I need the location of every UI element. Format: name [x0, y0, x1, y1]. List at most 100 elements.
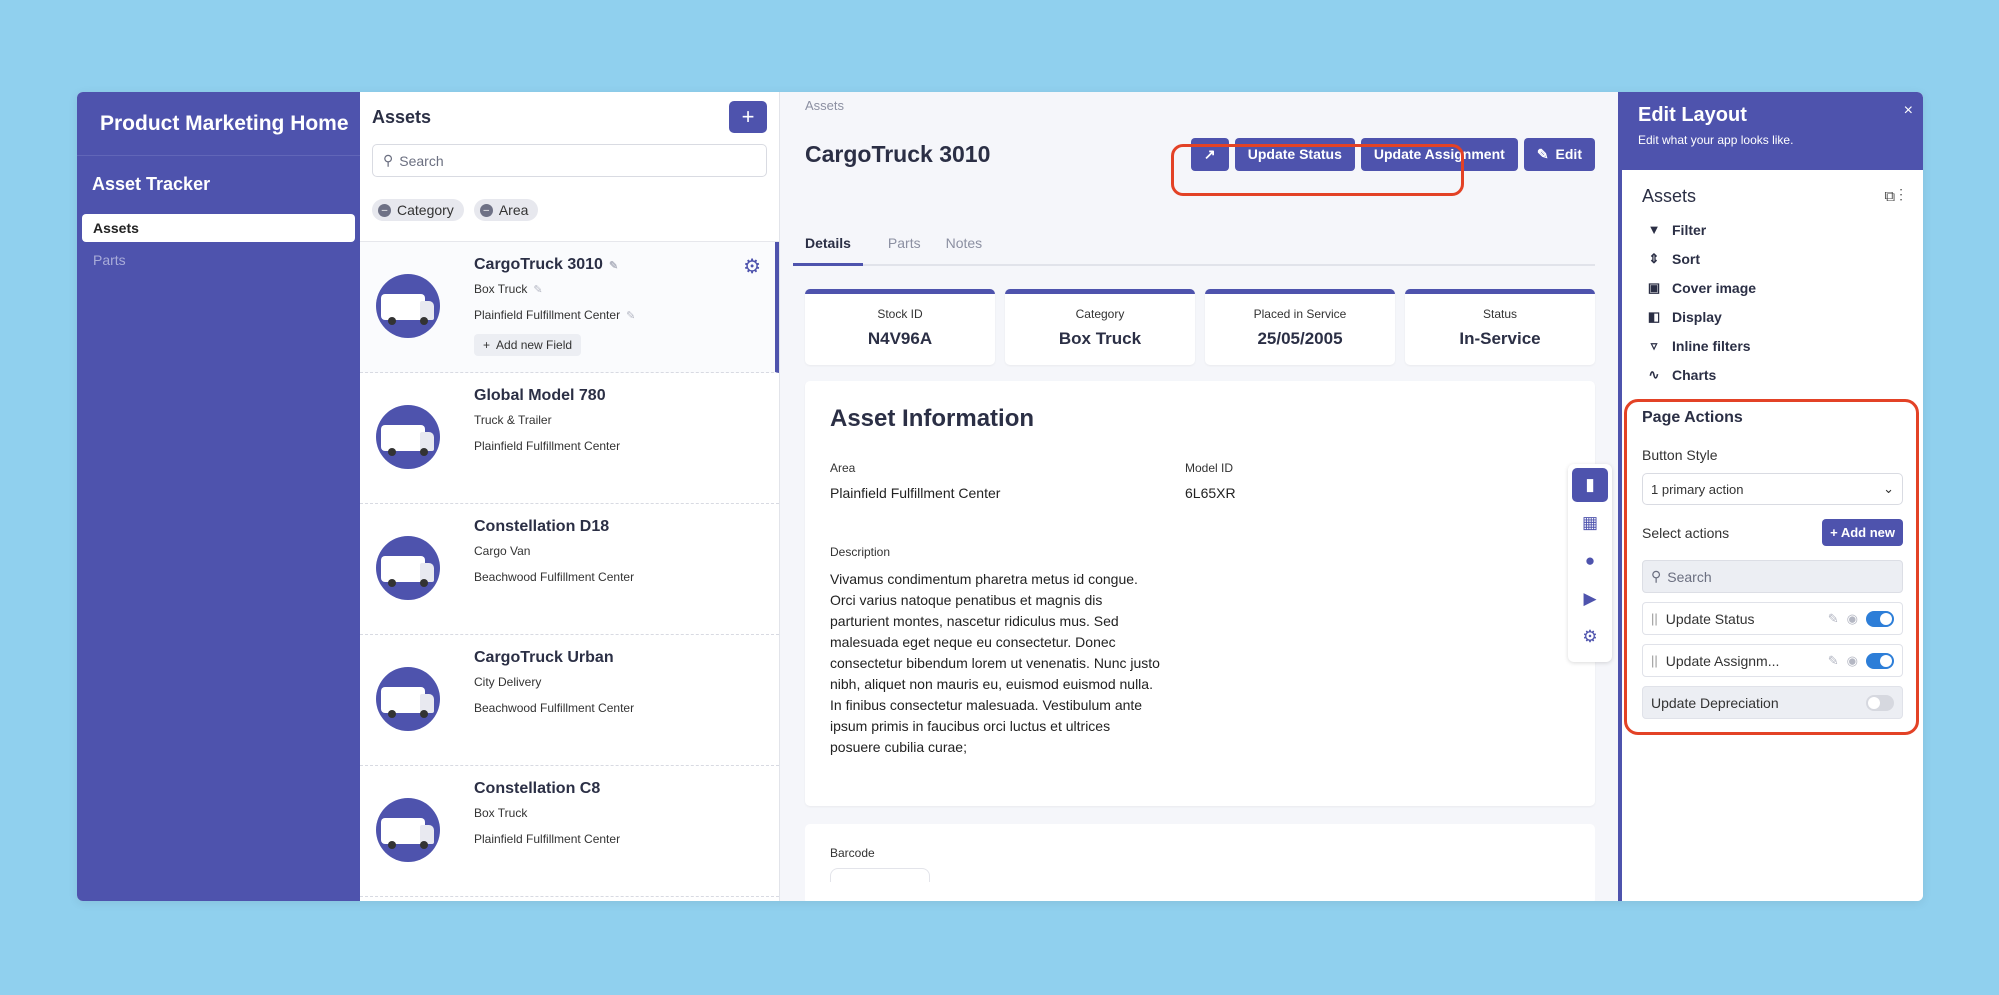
list-item[interactable]: CargoTruck 3010 ✎ Box Truck ✎ Plainfield F…	[360, 242, 779, 373]
tab-notes[interactable]: Notes	[945, 235, 983, 251]
stat-label: Category	[1075, 307, 1125, 321]
image-icon: ▣	[1647, 279, 1661, 295]
add-new-field-button[interactable]: + Add new Field	[474, 334, 582, 356]
option-label: Sort	[1672, 250, 1700, 267]
search-input[interactable]: ⚲ Search	[372, 144, 767, 177]
list-item[interactable]: Global Model 780 Truck & Trailer Plainfi…	[360, 373, 779, 504]
filter-chip-category[interactable]: – Category	[372, 199, 464, 221]
panel-subtitle: Edit what your app looks like.	[1638, 133, 1794, 147]
item-type: City Delivery	[474, 675, 542, 689]
list-title: Assets	[372, 106, 432, 127]
item-name: CargoTruck 3010	[474, 256, 603, 273]
action-label: Update Status	[1665, 610, 1755, 627]
actions-search-input[interactable]: ⚲ Search	[1642, 560, 1903, 593]
pencil-icon: ✎	[1536, 145, 1549, 162]
stat-label: Placed in Service	[1253, 307, 1347, 321]
option-label: Filter	[1672, 221, 1707, 238]
truck-image	[376, 405, 440, 469]
filter-icon: ▼	[1647, 222, 1661, 237]
close-icon[interactable]: ×	[1903, 102, 1913, 119]
item-location: Plainfield Fulfillment Center	[474, 308, 621, 322]
stat-value: N4V96A	[867, 329, 933, 348]
area-label: Area	[830, 461, 856, 475]
tab-details[interactable]: Details	[793, 229, 863, 266]
update-status-button[interactable]: Update Status	[1234, 137, 1355, 171]
area-value: Plainfield Fulfillment Center	[830, 485, 1001, 501]
list-item[interactable]: CargoTruck Urban City Delivery Beachwood…	[360, 635, 779, 766]
edit-pencil-icon[interactable]: ✎	[608, 259, 619, 272]
drag-handle-icon[interactable]: ||	[1651, 611, 1658, 626]
item-location: Plainfield Fulfillment Center	[474, 439, 621, 453]
gear-icon[interactable]: ⚙	[743, 256, 761, 278]
sidebar-item-parts[interactable]: Parts	[93, 252, 126, 268]
update-assignment-button[interactable]: Update Assignment	[1360, 137, 1518, 171]
home-title[interactable]: Product Marketing Home	[77, 92, 360, 156]
item-name: Global Model 780	[474, 387, 606, 404]
action-row[interactable]: Update Depreciation	[1642, 686, 1903, 719]
eye-icon[interactable]: ◉	[1846, 610, 1858, 626]
model-value: 6L65XR	[1185, 485, 1236, 501]
pencil-icon[interactable]: ✎	[1827, 610, 1839, 626]
layout-toolbar: ▮ ▦ ● ▶ ⚙	[1568, 464, 1612, 662]
description-text: Vivamus condimentum pharetra metus id co…	[830, 571, 1160, 755]
item-name: CargoTruck Urban	[474, 649, 614, 666]
action-label: Update Depreciation	[1651, 694, 1779, 711]
more-vertical-icon[interactable]: ⋮	[1899, 188, 1903, 205]
tab-parts[interactable]: Parts	[887, 235, 921, 251]
option-filter[interactable]: ▼ Filter	[1642, 215, 1903, 244]
play-icon[interactable]: ▶	[1583, 589, 1597, 608]
option-inline-filters[interactable]: ▿ Inline filters	[1642, 331, 1903, 360]
search-icon: ⚲	[383, 152, 394, 168]
enable-toggle[interactable]	[1866, 652, 1894, 669]
stat-card: Category Box Truck	[1005, 289, 1195, 365]
asset-list-panel: Assets + ⚲ Search – Category – Area CargoT…	[360, 92, 780, 901]
truck-image	[376, 798, 440, 862]
barcode-box	[830, 868, 930, 882]
action-row[interactable]: || Update Assignm... ✎ ◉	[1642, 644, 1903, 677]
table-icon[interactable]: ▦	[1581, 513, 1599, 532]
layout-icon[interactable]: ▮	[1572, 468, 1608, 502]
sidebar-item-assets[interactable]: Assets	[82, 214, 355, 242]
enable-toggle[interactable]	[1866, 694, 1894, 711]
item-location: Plainfield Fulfillment Center	[474, 832, 621, 846]
edit-pencil-icon[interactable]: ✎	[626, 309, 636, 322]
enable-toggle[interactable]	[1866, 610, 1894, 627]
stat-value: 25/05/2005	[1257, 329, 1343, 348]
list-item[interactable]: Constellation D18 Cargo Van Beachwood Fu…	[360, 504, 779, 635]
copy-icon[interactable]: ⧉	[1884, 188, 1896, 205]
stat-value: Box Truck	[1058, 329, 1142, 348]
select-value: 1 primary action	[1651, 481, 1744, 497]
model-label: Model ID	[1185, 461, 1234, 475]
filter-chip-area[interactable]: – Area	[473, 199, 539, 221]
asset-info-card: Asset Information Area Plainfield Fulfill…	[805, 381, 1595, 806]
option-sort[interactable]: ⇕ Sort	[1642, 244, 1903, 273]
option-charts[interactable]: ∿ Charts	[1642, 360, 1903, 389]
button-style-select[interactable]: 1 primary action ⌄	[1642, 473, 1903, 505]
page-actions-heading: Page Actions	[1642, 409, 1743, 426]
user-icon[interactable]: ●	[1584, 551, 1596, 570]
action-label: Update Assignm...	[1665, 652, 1780, 669]
pencil-icon[interactable]: ✎	[1827, 652, 1839, 668]
page-actions-section: Page Actions Button Style 1 primary acti…	[1642, 409, 1903, 719]
gear-icon[interactable]: ⚙	[1582, 627, 1598, 646]
drag-handle-icon[interactable]: ||	[1651, 653, 1658, 668]
list-item[interactable]: Constellation C8 Box Truck Plainfield Fu…	[360, 766, 779, 897]
item-type: Box Truck	[474, 282, 528, 296]
open-external-button[interactable]: ↗	[1190, 137, 1229, 171]
chevron-down-icon: ⌄	[1883, 481, 1894, 496]
chip-label: Category	[397, 202, 454, 218]
add-new-action-button[interactable]: + Add new	[1822, 519, 1903, 546]
breadcrumb[interactable]: Assets	[805, 98, 845, 113]
option-display[interactable]: ◧ Display	[1642, 302, 1903, 331]
plus-icon: +	[1830, 525, 1841, 540]
search-placeholder: Search	[1667, 568, 1712, 585]
edit-button[interactable]: ✎ Edit	[1523, 137, 1595, 171]
panel-title: Edit Layout	[1638, 104, 1747, 126]
add-asset-button[interactable]: +	[729, 101, 767, 133]
remove-icon: –	[479, 203, 493, 217]
action-row[interactable]: || Update Status ✎ ◉	[1642, 602, 1903, 635]
eye-icon[interactable]: ◉	[1846, 652, 1858, 668]
add-new-label: Add new	[1840, 525, 1895, 540]
option-cover-image[interactable]: ▣ Cover image	[1642, 273, 1903, 302]
edit-pencil-icon[interactable]: ✎	[533, 283, 543, 296]
